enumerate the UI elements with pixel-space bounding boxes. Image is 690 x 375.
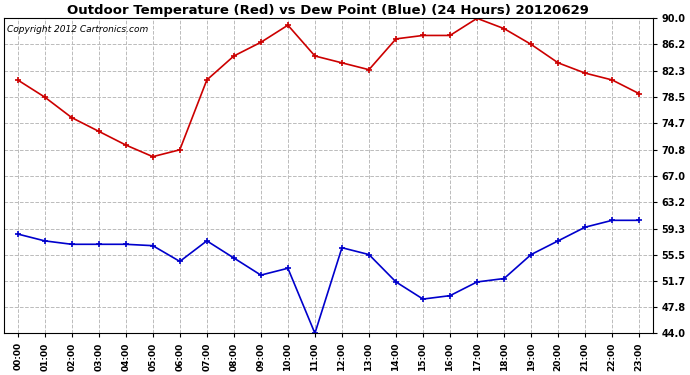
- Text: Copyright 2012 Cartronics.com: Copyright 2012 Cartronics.com: [8, 25, 148, 34]
- Title: Outdoor Temperature (Red) vs Dew Point (Blue) (24 Hours) 20120629: Outdoor Temperature (Red) vs Dew Point (…: [68, 4, 589, 17]
